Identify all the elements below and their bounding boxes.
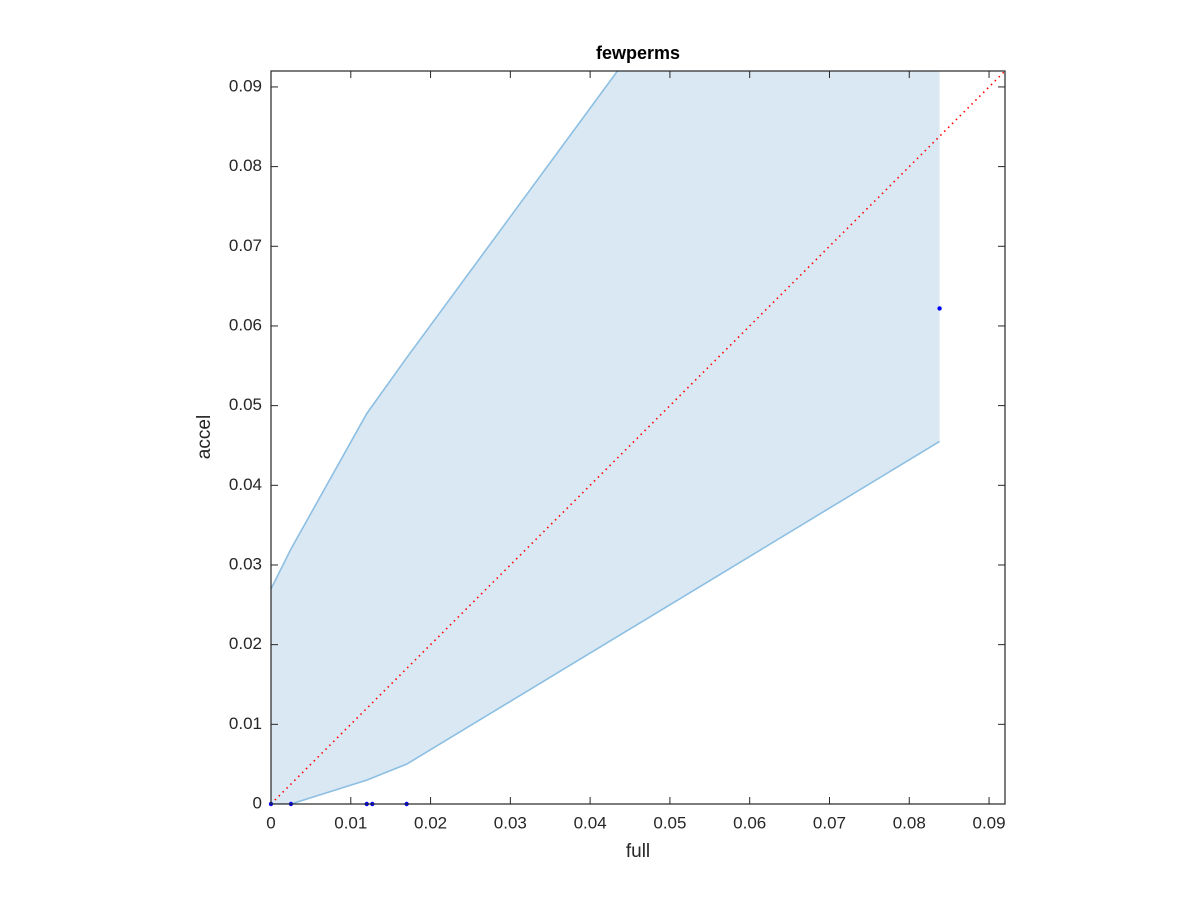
x-tick-label: 0 [266,813,275,832]
plot-area [271,71,1005,804]
x-tick-label: 0.01 [334,813,367,832]
axes-box [270,70,1006,805]
y-tick-label: 0.08 [229,156,262,175]
chart-title: fewperms [596,43,680,63]
x-tick-label: 0.04 [574,813,607,832]
data-point [937,306,942,311]
y-tick-label: 0.02 [229,634,262,653]
x-tick-label: 0.07 [813,813,846,832]
band-lower-edge [271,440,940,804]
confidence-band [271,71,940,804]
band-upper-edge [271,71,619,590]
y-tick-label: 0.07 [229,236,262,255]
y-tick-label: 0.01 [229,714,262,733]
x-tick-label: 0.08 [893,813,926,832]
x-tick-label: 0.06 [733,813,766,832]
x-tick-label: 0.02 [414,813,447,832]
x-tick-label: 0.03 [494,813,527,832]
x-tick-label: 0.09 [972,813,1005,832]
y-tick-label: 0.05 [229,395,262,414]
y-axis-label: accel [194,415,215,459]
y-tick-label: 0.03 [229,554,262,573]
y-tick-label: 0 [253,793,262,812]
reference-line [271,71,1005,804]
x-axis-label: full [626,841,650,862]
y-tick-label: 0.04 [229,475,262,494]
y-tick-label: 0.09 [229,76,262,95]
y-tick-label: 0.06 [229,315,262,334]
x-tick-label: 0.05 [653,813,686,832]
